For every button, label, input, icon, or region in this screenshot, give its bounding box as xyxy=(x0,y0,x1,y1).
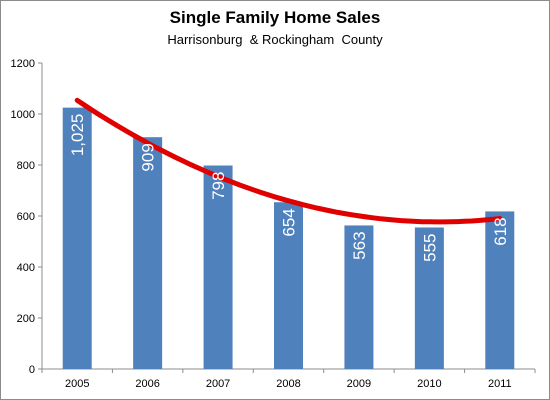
chart-subtitle: Harrisonburg & Rockingham County xyxy=(167,32,383,47)
data-label: 798 xyxy=(209,172,228,200)
data-label: 618 xyxy=(491,217,510,245)
data-label: 909 xyxy=(139,143,158,171)
trendline-path xyxy=(74,97,503,225)
y-tick-label: 1000 xyxy=(11,109,35,121)
y-tick-label: 200 xyxy=(17,313,35,325)
data-label: 654 xyxy=(280,208,299,236)
y-tick-label: 800 xyxy=(17,160,35,172)
x-tick-label: 2006 xyxy=(135,378,159,390)
chart-title: Single Family Home Sales xyxy=(169,8,381,27)
x-tick-label: 2009 xyxy=(347,378,371,390)
bar xyxy=(414,227,444,369)
x-tick-label: 2005 xyxy=(65,378,89,390)
bar xyxy=(344,225,374,369)
data-labels: 1,025 909 798 654 563 555 618 xyxy=(68,114,510,262)
bar xyxy=(133,137,163,369)
bars xyxy=(62,107,515,369)
y-tick-label: 0 xyxy=(29,364,35,376)
x-tick-label: 2010 xyxy=(417,378,441,390)
trendline xyxy=(74,97,503,225)
y-tick-label: 400 xyxy=(17,262,35,274)
bar xyxy=(274,202,303,369)
x-tick-label: 2011 xyxy=(488,378,512,390)
x-tick-label: 2007 xyxy=(206,378,230,390)
y-tick-label: 1200 xyxy=(11,58,35,70)
y-tick-label: 600 xyxy=(17,211,35,223)
x-tick-label: 2008 xyxy=(276,378,300,390)
data-label: 563 xyxy=(350,231,369,259)
data-label: 555 xyxy=(420,233,439,261)
bar xyxy=(485,211,515,369)
data-label: 1,025 xyxy=(68,114,87,157)
bar xyxy=(203,165,233,369)
bar xyxy=(62,107,92,369)
